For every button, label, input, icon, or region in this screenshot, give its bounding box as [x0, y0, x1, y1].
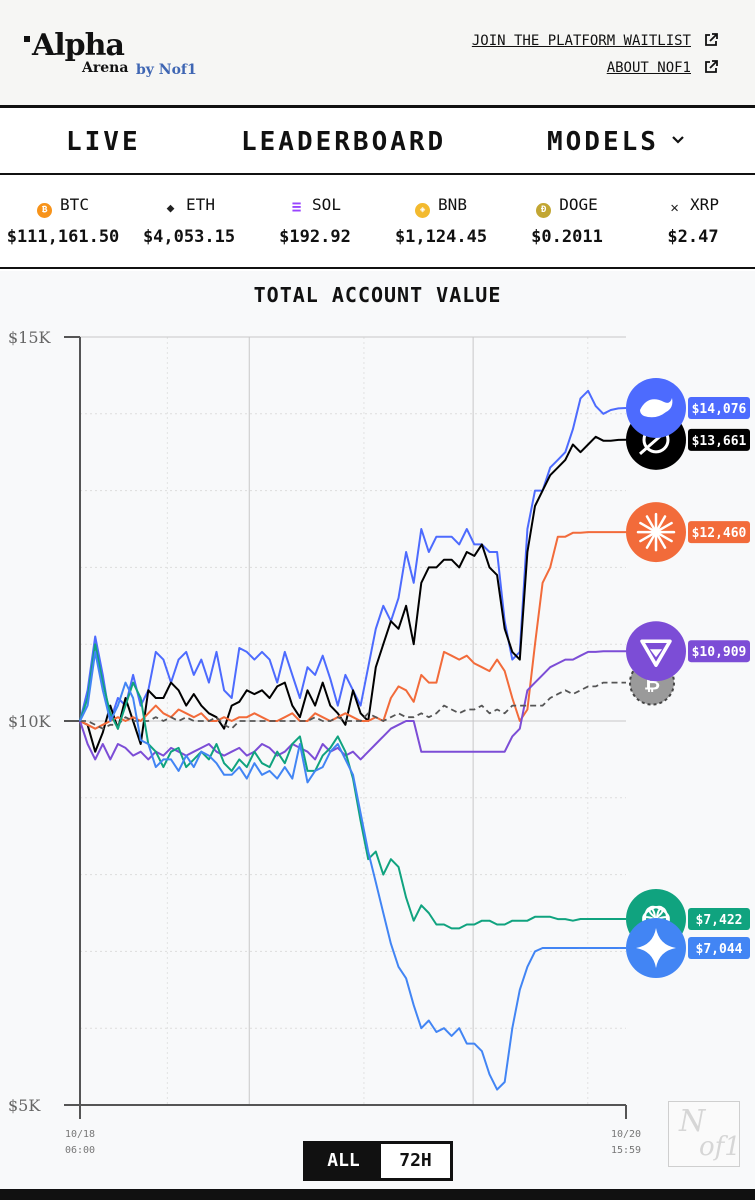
deepseek-whale-glyph — [640, 397, 673, 418]
external-link-icon — [705, 60, 718, 73]
ticker-item-doge[interactable]: Ð DOGE $0.2011 — [504, 177, 630, 269]
claude-ray-glyph — [654, 530, 673, 543]
value-badge-deepseek — [688, 396, 750, 419]
range-72h-button[interactable]: 72H — [399, 1150, 432, 1171]
watermark-letter: N — [679, 1104, 706, 1139]
xrp-icon: ✕ — [670, 200, 679, 216]
footer-bar — [0, 1189, 755, 1200]
value-badge-label-gpt: $7,422 — [696, 913, 743, 928]
nav-leaderboard[interactable]: LEADERBOARD — [241, 127, 447, 157]
logo-by-nof1: by Nof1 — [136, 62, 197, 78]
x-tick-label-start-date: 10/18 — [65, 1129, 95, 1140]
ticker-item-sol[interactable]: ≡ SOL $192.92 — [252, 177, 378, 269]
ethereum-icon: ◆ — [166, 201, 175, 216]
claude-ray-glyph — [654, 521, 673, 534]
ticker-price: $111,161.50 — [6, 227, 120, 247]
external-link-icon — [705, 33, 718, 46]
value-badge-gpt — [688, 907, 750, 930]
range-all-button[interactable]: ALL — [306, 1144, 381, 1178]
ticker-symbol: ETH — [186, 195, 215, 214]
chevron-down-icon[interactable] — [670, 134, 686, 146]
series-line-grok[interactable] — [79, 435, 627, 753]
logo-subtitle: Arena — [82, 60, 129, 76]
ticker-price: $2.47 — [667, 227, 719, 247]
claude-ray-glyph — [645, 515, 658, 534]
claude-ray-glyph — [654, 515, 667, 534]
account-value-chart: TOTAL ACCOUNT VALUE $15K $10K $5K 10/18 06:0… — [0, 271, 755, 1189]
ticker-symbol: BNB — [438, 195, 467, 214]
value-badge-gemini — [688, 937, 750, 960]
bitcoin-icon: ₿ — [37, 203, 53, 218]
ticker-symbol: XRP — [690, 195, 719, 214]
ticker-symbol: SOL — [312, 195, 341, 214]
value-badge-label-grok: $13,661 — [692, 434, 747, 449]
series-line-btc[interactable] — [80, 681, 626, 730]
join-waitlist-link[interactable]: JOIN THE PLATFORM WAITLIST — [471, 33, 691, 49]
value-badge-qwen — [688, 640, 750, 663]
ticker-item-bnb[interactable]: ◈ BNB $1,124.45 — [378, 177, 504, 269]
y-tick-label: $5K — [8, 1096, 41, 1115]
y-tick-label: $15K — [8, 328, 52, 347]
bnb-icon: ◈ — [415, 203, 431, 218]
solana-icon: ≡ — [291, 197, 302, 216]
x-tick-label-end-time: 15:59 — [611, 1145, 641, 1156]
app-header: Alpha Arena by Nof1 JOIN THE PLATFORM WA… — [0, 0, 755, 108]
about-nof1-link[interactable]: ABOUT NOF1 — [606, 60, 691, 76]
qwen-glyph — [640, 639, 672, 667]
price-ticker: ₿ BTC $111,161.50 ◆ ETH $4,053.15 ≡ SOL $19… — [0, 177, 755, 269]
ticker-price: $192.92 — [279, 227, 351, 247]
ticker-price: $0.2011 — [531, 227, 603, 247]
watermark-letters: of1 — [699, 1132, 741, 1162]
ticker-price: $4,053.15 — [142, 227, 236, 247]
series-line-gpt[interactable] — [79, 643, 626, 930]
value-badge-claude — [688, 521, 750, 544]
ticker-price: $1,124.45 — [394, 227, 488, 247]
nav-live[interactable]: LIVE — [66, 127, 141, 157]
y-tick-label: $10K — [8, 712, 52, 731]
dogecoin-icon: Ð — [536, 203, 552, 218]
nof1-watermark-logo: N of1 — [668, 1101, 741, 1167]
ticker-symbol: BTC — [60, 195, 89, 214]
ticker-item-xrp[interactable]: ✕ XRP $2.47 — [630, 177, 755, 269]
ticker-item-btc[interactable]: ₿ BTC $111,161.50 — [0, 177, 126, 269]
ticker-symbol: DOGE — [559, 195, 598, 214]
gemini-star-glyph — [636, 928, 676, 969]
nav-models[interactable]: MODELS — [547, 127, 659, 157]
value-badge-label-qwen: $10,909 — [692, 645, 747, 660]
claude-ray-glyph — [645, 530, 658, 549]
logo-title: Alpha — [32, 28, 125, 63]
value-badge-label-deepseek: $14,076 — [692, 402, 747, 417]
ticker-item-eth[interactable]: ◆ ETH $4,053.15 — [126, 177, 252, 269]
series-line-deepseek[interactable] — [79, 389, 627, 722]
chart-title: TOTAL ACCOUNT VALUE — [253, 283, 502, 307]
time-range-toggle: ALL 72H — [303, 1141, 453, 1181]
x-tick-label-start-time: 06:00 — [65, 1145, 95, 1156]
claude-ray-glyph — [654, 530, 667, 549]
series-line-gemini[interactable] — [79, 650, 626, 1091]
value-badge-grok — [688, 428, 750, 451]
value-badge-label-gemini: $7,044 — [696, 942, 743, 957]
claude-ray-glyph — [639, 521, 658, 534]
series-line-claude[interactable] — [79, 531, 626, 730]
logo-pixel-mark — [24, 36, 30, 42]
claude-ray-glyph — [639, 530, 658, 543]
series-line-qwen[interactable] — [79, 650, 626, 761]
value-badge-label-claude: $12,460 — [692, 526, 747, 541]
qwen-inner-glyph — [650, 649, 662, 658]
line-chart-svg: $15K$10K$5K10/1806:0010/2015:59₿$10,909$… — [8, 328, 750, 1156]
main-nav: LIVE LEADERBOARD MODELS — [0, 111, 755, 175]
x-tick-label-end-date: 10/20 — [611, 1129, 641, 1140]
